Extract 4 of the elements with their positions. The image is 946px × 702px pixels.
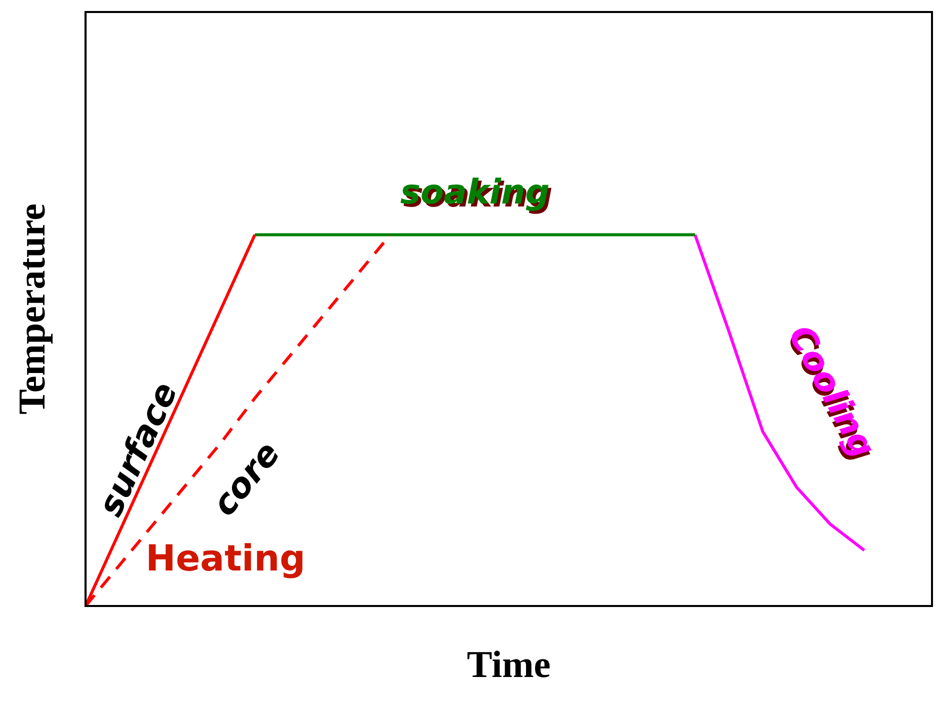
x-axis-title: Time bbox=[466, 644, 551, 686]
series-label: soaking bbox=[403, 176, 553, 216]
y-axis-title: Temperature bbox=[12, 203, 54, 415]
annotation: Heating bbox=[146, 538, 306, 580]
